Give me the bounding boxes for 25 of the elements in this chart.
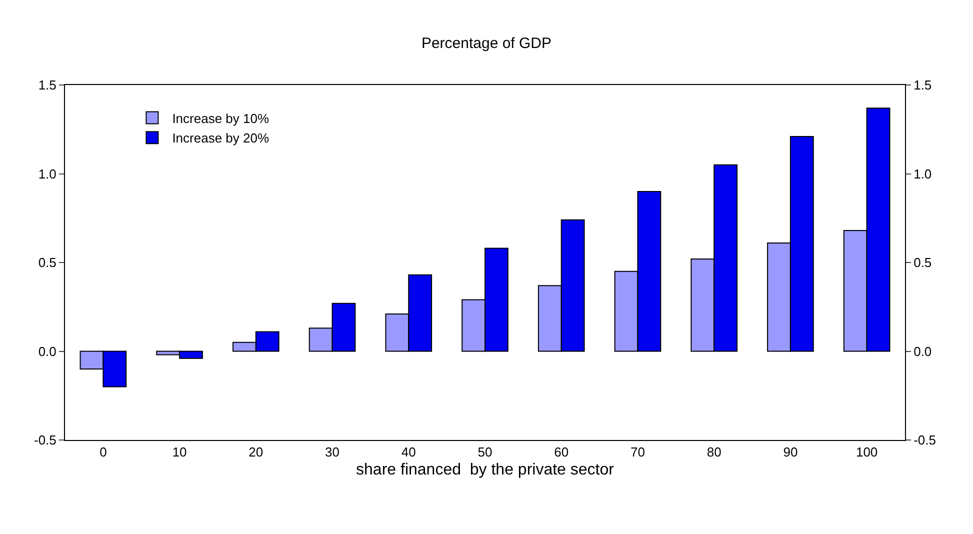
x-tick-label: 20	[248, 444, 264, 460]
x-tick-label: 90	[783, 444, 798, 460]
x-tick-label: 30	[325, 444, 340, 460]
y2-tick-label: 0.0	[914, 344, 932, 359]
y-tick-label: 1.0	[38, 166, 56, 182]
y-tick-label: 1.5	[38, 78, 56, 93]
y2-tick-label: 0.5	[914, 255, 932, 270]
y2-tick-label: -0.5	[914, 432, 936, 448]
y-tick-label: -0.5	[34, 432, 56, 448]
x-tick-label: 0	[100, 444, 107, 460]
x-tick-label: 50	[478, 444, 492, 460]
legend-label: Increase by 10%	[172, 110, 270, 126]
y-tick-label: 0.5	[38, 255, 56, 270]
y2-tick-label: 1.0	[914, 166, 932, 182]
x-axis-title: share financed by the private sector	[356, 461, 615, 478]
x-tick-label: 10	[172, 444, 187, 460]
y-tick-label: 0.0	[38, 344, 56, 359]
x-tick-label: 80	[706, 444, 722, 460]
x-tick-label: 70	[630, 444, 645, 460]
x-tick-label: 60	[554, 444, 569, 460]
x-tick-label: 100	[856, 444, 878, 460]
x-tick-label: 40	[401, 444, 416, 460]
legend-label: Increase by 20%	[172, 130, 270, 146]
chart-title: Percentage of GDP	[421, 34, 552, 52]
y2-tick-label: 1.5	[914, 78, 932, 93]
